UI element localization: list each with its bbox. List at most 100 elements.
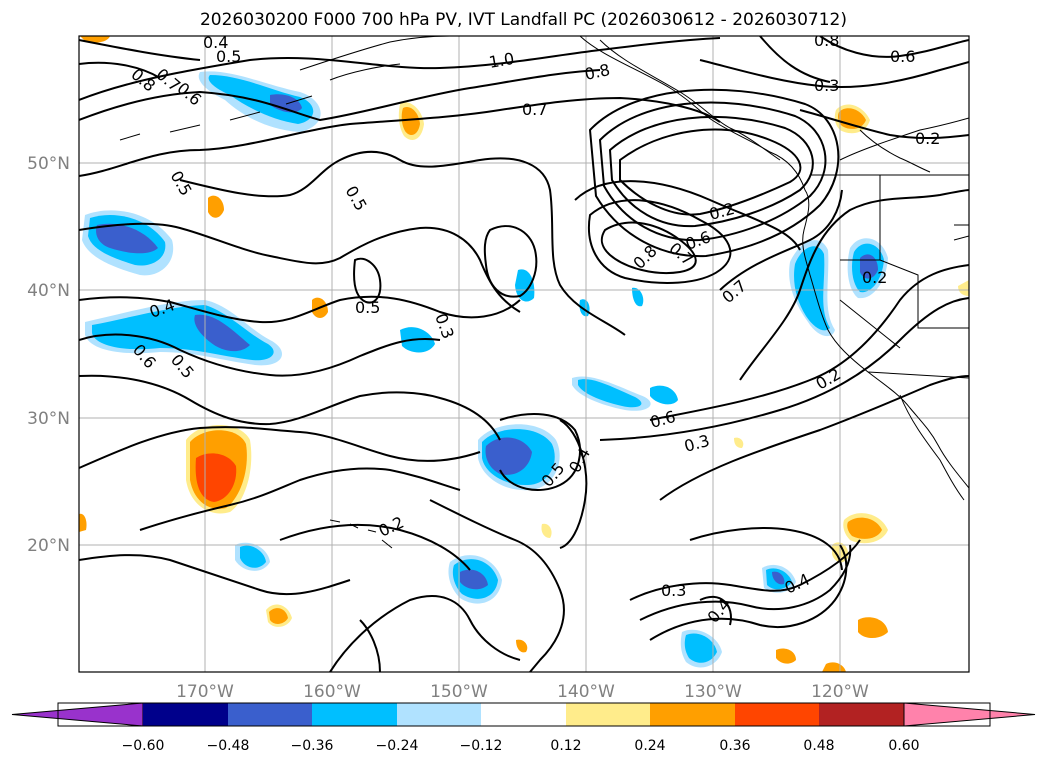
lon-ticks: 170°W 160°W 150°W 140°W 130°W 120°W [176, 682, 869, 702]
colorbar-ticks: −0.60 −0.48 −0.36 −0.24 −0.12 0.12 0.24 … [122, 738, 920, 754]
colorbar-segment [566, 703, 650, 726]
colorbar-segment [481, 703, 566, 726]
lon-tick-label: 120°W [811, 682, 869, 702]
contour-label: 0.6 [890, 47, 915, 66]
pv-contour [499, 413, 581, 491]
pv-contour [588, 199, 732, 284]
graticule [79, 36, 969, 672]
coastline [899, 394, 965, 501]
colorbar-segment [312, 703, 397, 726]
pv-contour [799, 109, 969, 140]
state-border [879, 175, 969, 329]
contour-label: 1.0 [487, 49, 515, 72]
pv-negative-area [578, 379, 642, 408]
pv-contour [179, 150, 626, 336]
colorbar-segment [735, 703, 819, 726]
colorbar-segment [397, 703, 481, 726]
coastline [859, 129, 931, 173]
colorbar-segment [228, 703, 312, 726]
pv-negative-area [96, 223, 158, 254]
pv-contour [79, 37, 721, 101]
pv-positive-area [401, 106, 420, 136]
pv-contour [79, 333, 441, 377]
pv-contour [639, 544, 852, 621]
pv-contour [329, 595, 521, 672]
colorbar-tick-label: −0.36 [291, 738, 334, 754]
border [953, 224, 969, 241]
colorbar-tick-label: 0.24 [634, 738, 665, 754]
pv-contour [759, 36, 831, 83]
pv-positive-area [847, 517, 882, 539]
pv-negative-area [240, 545, 266, 568]
pv-contour [699, 595, 732, 626]
lat-tick-label: 30°N [27, 409, 70, 429]
colorbar-segment [650, 703, 735, 726]
pv-contour [574, 180, 801, 251]
pv-contour [79, 426, 481, 469]
pv-contour [79, 69, 601, 122]
pv-negative-area [485, 437, 532, 475]
colorbar-segment [819, 703, 904, 726]
contour-label: 0.3 [814, 76, 839, 95]
pv-contour [699, 59, 969, 89]
colorbar-extend-max [903, 702, 1036, 727]
pv-contour [649, 544, 848, 641]
colorbar: −0.60 −0.48 −0.36 −0.24 −0.12 0.12 0.24 … [11, 702, 1036, 754]
pv-negative-area [460, 569, 488, 590]
pv-contour [279, 523, 471, 571]
lat-ticks: 50°N 40°N 30°N 20°N [27, 154, 70, 556]
colorbar-segment [143, 703, 228, 726]
colorbar-tick-label: 0.60 [888, 738, 919, 754]
pv-positive-area [195, 453, 237, 502]
pv-contour [79, 222, 521, 313]
pv-positive-area [776, 648, 796, 664]
pv-contour [739, 189, 969, 381]
contour-label: 0.7 [522, 100, 547, 119]
pv-contour [79, 374, 501, 441]
pv-contour [608, 115, 814, 228]
pv-negative-area [794, 246, 830, 331]
pv-contour [819, 36, 969, 58]
lat-tick-label: 20°N [27, 536, 70, 556]
pv-positive-area [858, 617, 888, 638]
colorbar-tick-label: −0.60 [122, 738, 165, 754]
pv-contour [429, 499, 565, 672]
coastline [299, 36, 451, 71]
pv-contour [588, 88, 840, 258]
pv-contour [649, 264, 969, 421]
coastline [579, 36, 969, 489]
lon-tick-label: 140°W [557, 682, 615, 702]
colorbar-tick-label: −0.12 [460, 738, 503, 754]
pv-contour [79, 96, 721, 177]
pv-negative-area [632, 287, 644, 307]
pv-negative-area [515, 269, 535, 302]
lon-tick-label: 150°W [430, 682, 488, 702]
pv-positive-area [516, 639, 528, 653]
pv-positive-area [208, 195, 224, 218]
pv-contour [619, 128, 802, 216]
contour-label: 0.2 [862, 268, 887, 287]
colorbar-tick-label: 0.48 [803, 738, 834, 754]
colorbar-tick-label: 0.12 [550, 738, 581, 754]
pv-contour [359, 619, 381, 672]
pv-positive-area [541, 523, 552, 538]
pv-negative-area [684, 633, 717, 663]
pv-positive-area [79, 513, 87, 532]
pv-contour [353, 257, 382, 304]
pv-contour [559, 419, 588, 549]
island-chain [329, 519, 393, 549]
contour-label: 0.4 [203, 33, 228, 52]
pv-positive-area [958, 280, 969, 296]
colorbar-extend-min [11, 702, 144, 727]
pv-contour [659, 375, 969, 501]
contour-label: 0.5 [355, 298, 380, 317]
pv-contour [598, 101, 827, 242]
island-chain [119, 95, 313, 141]
pv-contour [719, 189, 843, 291]
shading-layer [79, 36, 969, 672]
contour-label: 0.8 [583, 60, 612, 84]
lon-tick-label: 130°W [684, 682, 742, 702]
pv-negative-area [650, 385, 678, 405]
pv-negative-area [270, 94, 302, 113]
